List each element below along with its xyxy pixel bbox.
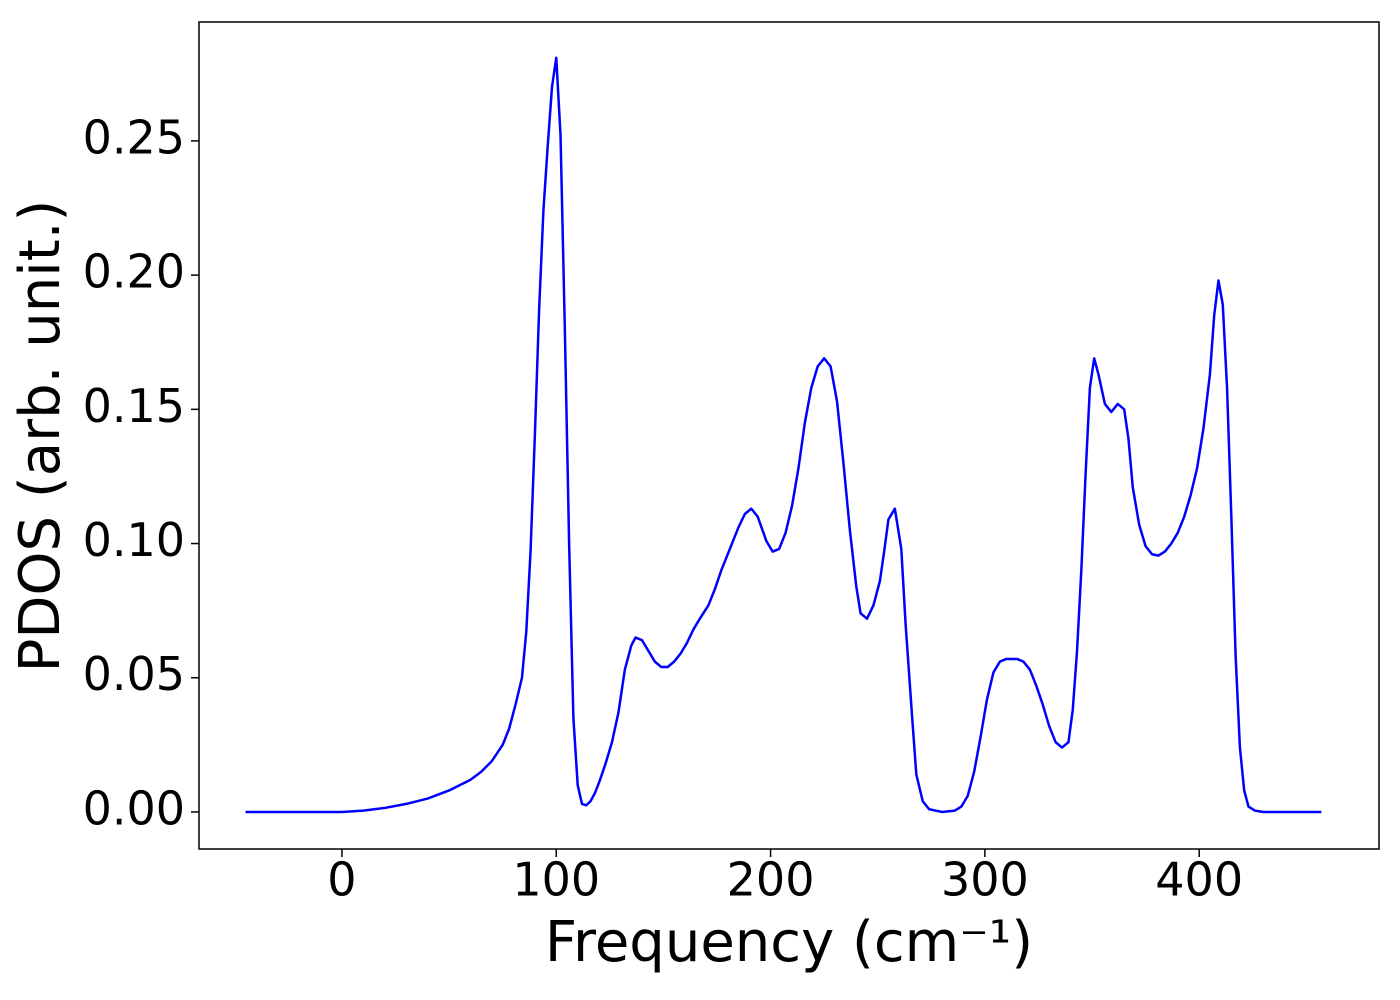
x-tick-label: 100: [512, 853, 600, 907]
x-tick-label: 200: [727, 853, 815, 907]
x-tick-label: 0: [327, 853, 356, 907]
y-axis-label: PDOS (arb. unit.): [8, 200, 73, 673]
x-axis-label: Frequency (cm⁻¹): [545, 910, 1033, 975]
data-line: [245, 56, 1322, 814]
plot-frame: [198, 21, 1380, 850]
y-tick-label: 0.15: [83, 379, 185, 433]
x-tick-label: 300: [941, 853, 1029, 907]
y-tick-label: 0.10: [83, 513, 185, 567]
x-tick-label: 400: [1155, 853, 1243, 907]
y-tick-label: 0.25: [83, 110, 185, 164]
y-tick-label: 0.00: [83, 781, 185, 835]
y-tick-label: 0.05: [83, 647, 185, 701]
y-tick-label: 0.20: [83, 245, 185, 299]
